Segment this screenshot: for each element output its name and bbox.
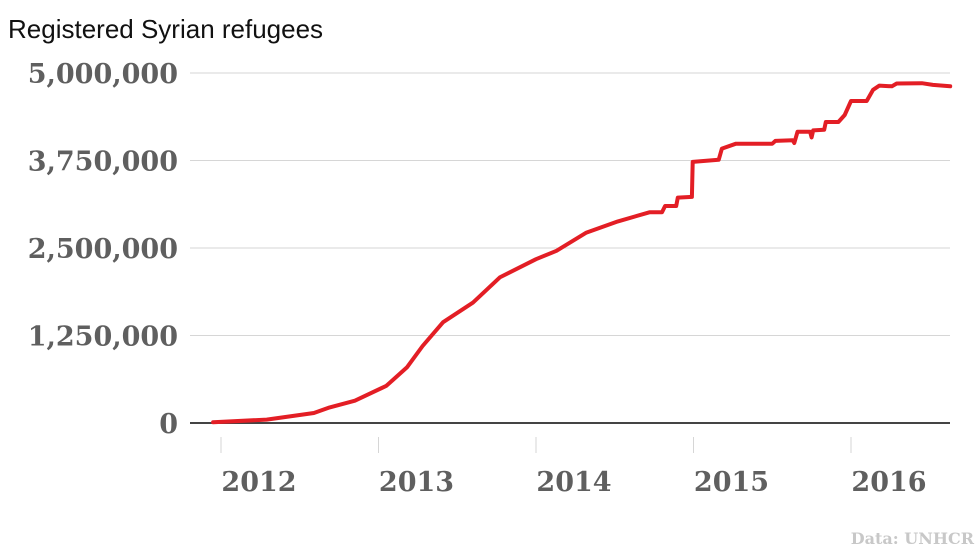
gridlines (190, 72, 950, 424)
y-tick-label: 2,500,000 (28, 234, 178, 265)
y-tick-label: 0 (159, 409, 178, 440)
x-tick-label: 2015 (694, 467, 769, 498)
x-tick-label: 2014 (536, 467, 611, 498)
y-axis: 0 1,250,000 2,500,000 3,750,000 5,000,000 (28, 59, 178, 440)
series (211, 81, 953, 425)
x-tick-label: 2016 (851, 467, 926, 498)
x-axis: 2012 2013 2014 2015 2016 (220, 437, 927, 498)
series-line-registered-refugees (211, 81, 953, 425)
chart-title: Registered Syrian refugees (8, 14, 323, 44)
y-tick-label: 3,750,000 (28, 147, 178, 178)
y-tick-label: 5,000,000 (28, 59, 178, 90)
x-tick-label: 2013 (379, 467, 454, 498)
x-tick-label: 2012 (221, 467, 296, 498)
source-note: Data: UNHCR (851, 529, 975, 548)
y-tick-label: 1,250,000 (28, 322, 178, 353)
